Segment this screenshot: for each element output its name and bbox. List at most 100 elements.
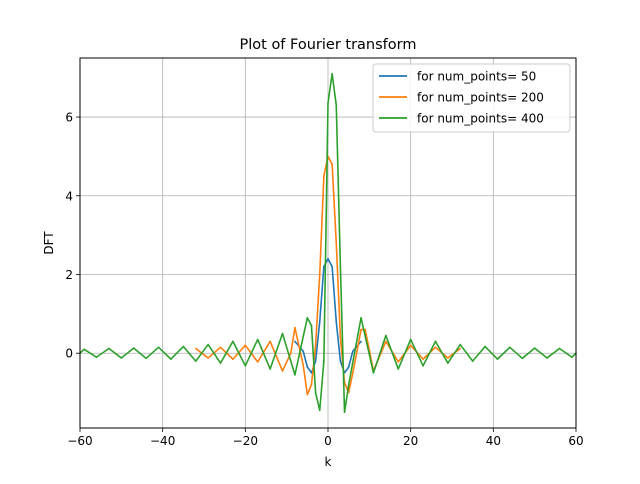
data-point <box>397 368 400 370</box>
data-point <box>207 343 209 346</box>
data-point <box>182 345 185 348</box>
data-point <box>496 358 499 360</box>
data-point <box>546 357 548 359</box>
data-point <box>194 360 197 362</box>
data-point <box>397 361 400 363</box>
data-point <box>318 273 321 276</box>
data-point <box>145 357 147 360</box>
data-point <box>409 338 412 341</box>
x-tick-label: 0 <box>324 434 332 448</box>
data-point <box>232 340 234 343</box>
data-point <box>434 346 437 349</box>
x-tick-label: 20 <box>403 434 418 448</box>
data-point <box>310 383 313 386</box>
data-point <box>327 102 329 105</box>
x-axis-label: k <box>325 455 332 469</box>
data-point <box>170 358 172 360</box>
legend-label: for num_points= 200 <box>417 91 544 105</box>
data-point <box>352 372 354 374</box>
data-point <box>302 364 305 366</box>
data-point <box>95 356 98 358</box>
legend-box <box>372 63 571 133</box>
data-point <box>434 340 437 343</box>
data-point <box>108 347 110 350</box>
axis-ticks: −60 −40 −20 0 20 40 60 0 2 4 6 <box>65 111 583 448</box>
data-point <box>447 362 449 364</box>
x-tick-label: 40 <box>486 434 501 448</box>
data-point <box>409 344 412 347</box>
data-point <box>335 242 338 244</box>
data-point <box>323 175 325 177</box>
data-point <box>360 340 362 343</box>
data-point <box>306 366 309 368</box>
data-point <box>120 357 123 359</box>
data-point <box>294 326 296 329</box>
data-point <box>364 328 367 331</box>
data-point <box>132 347 135 349</box>
data-point <box>484 345 486 348</box>
data-point <box>509 346 511 349</box>
legend-label: for num_points= 50 <box>417 70 536 84</box>
data-point <box>314 360 317 362</box>
data-point <box>306 393 309 396</box>
data-point <box>310 324 313 327</box>
data-point <box>471 360 474 362</box>
data-point <box>422 358 424 360</box>
y-axis-label: DFT <box>42 231 56 255</box>
data-point <box>372 372 375 374</box>
data-point <box>232 358 234 360</box>
data-point <box>571 356 573 358</box>
data-point <box>447 357 449 359</box>
data-point <box>318 320 321 323</box>
data-point <box>327 257 329 260</box>
x-tick-label: −40 <box>150 434 175 448</box>
data-point <box>194 347 197 350</box>
data-point <box>219 362 222 364</box>
data-point <box>256 338 259 341</box>
data-point <box>290 352 292 355</box>
data-point <box>83 348 85 351</box>
data-point <box>294 340 296 343</box>
data-point <box>385 340 387 343</box>
data-point <box>256 361 259 363</box>
data-point <box>558 347 561 350</box>
data-point <box>318 409 321 412</box>
data-point <box>422 365 424 367</box>
data-point <box>269 340 271 343</box>
data-point <box>459 343 462 346</box>
x-tick-label: −20 <box>233 434 258 448</box>
data-point <box>343 411 346 414</box>
data-point <box>339 336 342 339</box>
data-point <box>306 316 309 319</box>
data-point <box>459 347 462 350</box>
chart-title: Plot of Fourier transform <box>240 37 417 53</box>
y-tick-label: 6 <box>65 111 73 125</box>
data-point <box>335 320 338 323</box>
data-point <box>323 360 325 362</box>
data-point <box>360 328 362 331</box>
data-point <box>352 350 354 353</box>
y-tick-label: 0 <box>65 347 73 361</box>
data-point <box>331 72 333 75</box>
data-point <box>219 346 222 349</box>
data-point <box>207 357 209 359</box>
data-point <box>314 391 317 394</box>
data-point <box>385 334 387 337</box>
data-point <box>269 368 271 370</box>
data-point <box>339 265 342 268</box>
data-point <box>331 265 333 268</box>
data-point <box>281 370 284 372</box>
data-point <box>335 104 338 107</box>
data-point <box>314 344 317 347</box>
data-point <box>294 374 296 376</box>
x-tick-label: −60 <box>67 434 92 448</box>
legend: for num_points= 50 for num_points= 200 for… <box>372 63 571 133</box>
data-point <box>339 360 342 362</box>
data-point <box>244 365 247 367</box>
data-point <box>244 344 247 347</box>
legend-label: for num_points= 400 <box>417 112 544 126</box>
y-tick-label: 2 <box>65 268 73 282</box>
y-tick-label: 4 <box>65 189 73 203</box>
data-point <box>302 350 305 353</box>
